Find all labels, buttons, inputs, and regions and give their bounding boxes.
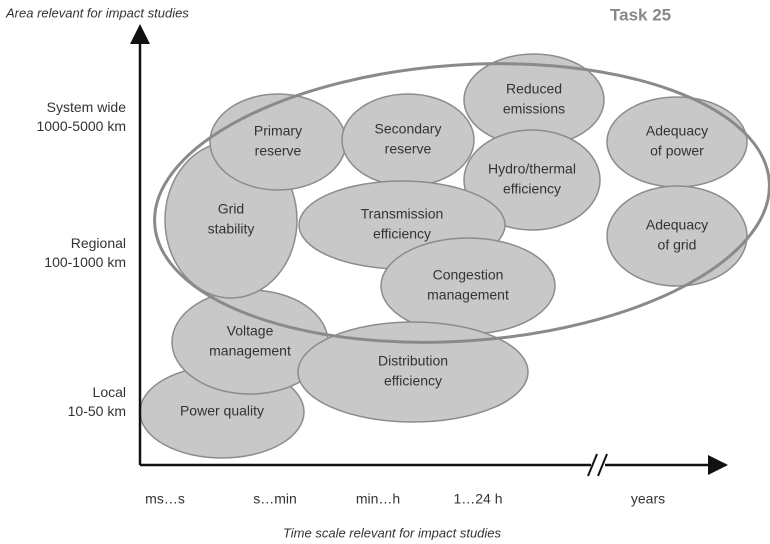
bubble-label: Grid [218, 201, 244, 217]
bubble-label: reserve [385, 141, 432, 157]
bubble-label: Transmission [361, 206, 444, 222]
x-label: 1…24 h [453, 491, 502, 507]
y-label: Regional [71, 235, 126, 251]
y-label: 10-50 km [68, 403, 126, 419]
axis-break [597, 453, 608, 477]
bubble-label: Voltage [227, 323, 274, 339]
bubble-label: of power [650, 143, 704, 159]
bubble-label: Adequacy [646, 123, 708, 139]
bubble-label: management [209, 343, 291, 359]
x-label: years [631, 491, 665, 507]
bubble: Primary reserve [209, 93, 347, 191]
bubble: Hydro/thermal efficiency [463, 129, 601, 231]
y-axis-title: Area relevant for impact studies [5, 5, 189, 20]
bubble-label: emissions [503, 101, 565, 117]
bubble: Secondary reserve [341, 93, 475, 187]
y-label: 100-1000 km [44, 254, 126, 270]
bubble-label: Distribution [378, 353, 448, 369]
bubble-label: of grid [658, 237, 697, 253]
bubble-label: Congestion [433, 267, 504, 283]
bubble: Adequacy of grid [606, 185, 748, 287]
bubble-label: Primary [254, 123, 302, 139]
bubble-label: efficiency [503, 181, 561, 197]
x-label: s…min [253, 491, 297, 507]
bubble-shape [463, 129, 601, 231]
bubble: Distribution efficiency [297, 321, 529, 423]
task-label: Task 25 [610, 5, 671, 24]
axis-break [587, 453, 598, 477]
scope-ellipse [153, 62, 770, 344]
bubble-label: efficiency [373, 226, 431, 242]
bubble: Adequacy of power [606, 96, 748, 188]
bubble: Congestion management [380, 237, 556, 335]
bubble-label: Power quality [180, 403, 264, 419]
y-label: Local [93, 384, 126, 400]
bubble: Voltage management [171, 289, 329, 395]
bubble-label: efficiency [384, 373, 442, 389]
bubble-label: Reduced [506, 81, 562, 97]
y-label: System wide [47, 99, 127, 115]
y-label: 1000-5000 km [36, 118, 126, 134]
x-label: min…h [356, 491, 400, 507]
x-label: ms…s [145, 491, 185, 507]
x-axis-title: Time scale relevant for impact studies [283, 525, 502, 540]
bubble-label: Adequacy [646, 217, 708, 233]
bubble-label: Hydro/thermal [488, 161, 576, 177]
bubble-label: management [427, 287, 509, 303]
bubble-label: stability [208, 221, 255, 237]
bubble-shape [606, 185, 748, 287]
bubble-label: reserve [255, 143, 302, 159]
bubble-label: Secondary [375, 121, 442, 137]
bubble-shape [297, 321, 529, 423]
